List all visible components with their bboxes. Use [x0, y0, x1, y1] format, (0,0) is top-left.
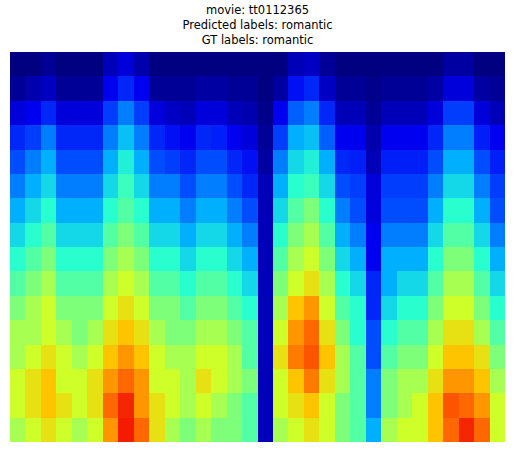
- svg-text:movie: tt0112365Predicted labe: movie: tt0112365Predicted labels: romant…: [182, 3, 332, 47]
